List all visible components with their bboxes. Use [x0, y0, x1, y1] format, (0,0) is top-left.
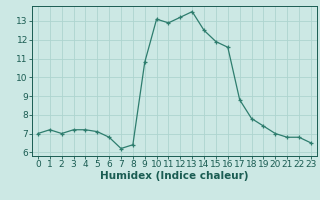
X-axis label: Humidex (Indice chaleur): Humidex (Indice chaleur): [100, 171, 249, 181]
